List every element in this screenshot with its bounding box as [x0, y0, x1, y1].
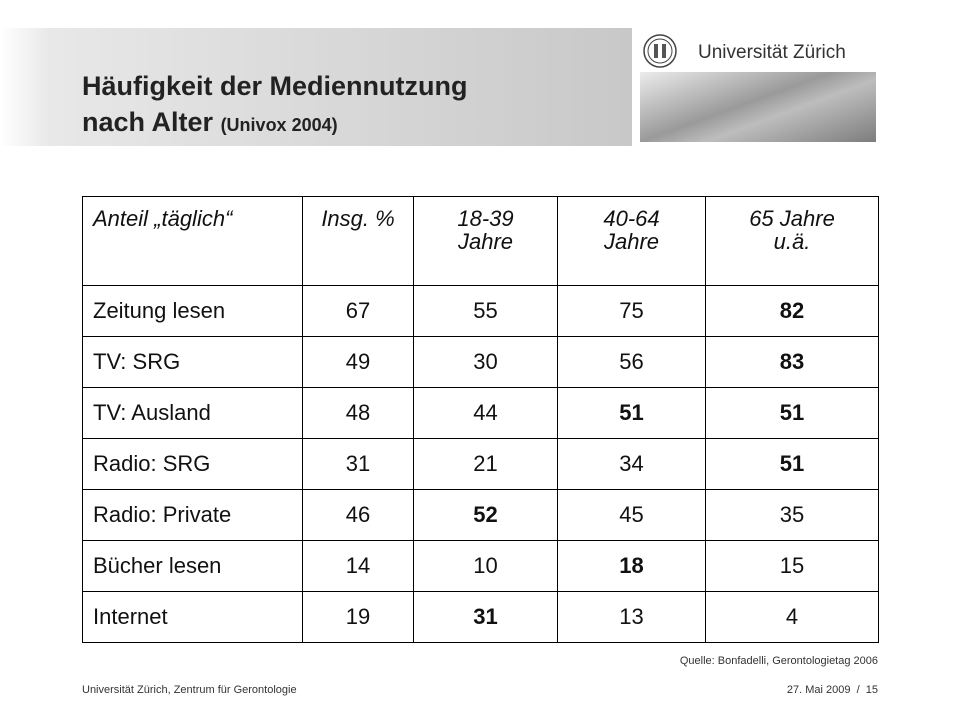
table-row: TV: SRG 49 30 56 83	[82, 336, 879, 388]
cell: 13	[557, 591, 706, 643]
cell: 49	[302, 336, 414, 388]
header-cell: Insg. %	[302, 196, 414, 286]
cell: 82	[705, 285, 879, 337]
header-line: 40-64	[603, 206, 660, 231]
cell: 35	[705, 489, 879, 541]
header-line: Anteil „täglich“	[93, 206, 233, 231]
title-text: nach Alter	[82, 107, 214, 137]
data-table: Anteil „täglich“ Insg. % 18-39 Jahre 40-64 Ja…	[82, 196, 879, 643]
cell: 19	[302, 591, 414, 643]
header-row: Anteil „täglich“ Insg. % 18-39 Jahre 40-64 Ja…	[82, 196, 879, 286]
table-row: TV: Ausland 48 44 51 51	[82, 387, 879, 439]
cell: 52	[413, 489, 558, 541]
row-label: TV: SRG	[82, 336, 303, 388]
logo-text: Universität Zürich	[698, 42, 846, 63]
cell: 21	[413, 438, 558, 490]
header-cell: 65 Jahre u.ä.	[705, 196, 879, 286]
header-line: Insg. %	[321, 206, 395, 231]
footer-left: Universität Zürich, Zentrum für Gerontol…	[82, 684, 297, 696]
cell: 75	[557, 285, 706, 337]
cell: 4	[705, 591, 879, 643]
header-line: 18-39	[457, 206, 514, 231]
source: Quelle: Bonfadelli, Gerontologietag 2006	[679, 655, 878, 667]
cell: 14	[302, 540, 414, 592]
footer-right: 27. Mai 2009 / 15	[786, 684, 878, 696]
table-row: Internet 19 31 13 4	[82, 591, 879, 643]
header-cell: 18-39 Jahre	[413, 196, 558, 286]
cell: 31	[413, 591, 558, 643]
table-row: Bücher lesen 14 10 18 15	[82, 540, 879, 592]
cell: 45	[557, 489, 706, 541]
title-line: nach Alter (Univox 2004)	[82, 104, 468, 143]
table-row: Zeitung lesen 67 55 75 82	[82, 285, 879, 337]
cell: 31	[302, 438, 414, 490]
title: Häufigkeit der Mediennutzung nach Alter …	[82, 68, 468, 143]
photo	[640, 72, 876, 142]
logo: Universität Zürich	[640, 32, 880, 70]
cell: 18	[557, 540, 706, 592]
cell: 55	[413, 285, 558, 337]
logo-seal	[643, 34, 677, 68]
cell: 83	[705, 336, 879, 388]
cell: 48	[302, 387, 414, 439]
row-label: Internet	[82, 591, 303, 643]
title-note: (Univox 2004)	[220, 115, 338, 135]
cell: 51	[557, 387, 706, 439]
row-label: TV: Ausland	[82, 387, 303, 439]
cell: 56	[557, 336, 706, 388]
header-cell: Anteil „täglich“	[82, 196, 303, 286]
row-label: Bücher lesen	[82, 540, 303, 592]
cell: 67	[302, 285, 414, 337]
cell: 44	[413, 387, 558, 439]
header-line: u.ä.	[773, 229, 811, 254]
header-line: Jahre	[457, 229, 514, 254]
cell: 51	[705, 438, 879, 490]
row-label: Zeitung lesen	[82, 285, 303, 337]
header-line: 65 Jahre	[749, 206, 835, 231]
table-body: Zeitung lesen 67 55 75 82 TV: SRG 49 30 56 83 TV: …	[82, 285, 879, 643]
cell: 30	[413, 336, 558, 388]
cell: 10	[413, 540, 558, 592]
table-row: Radio: SRG 31 21 34 51	[82, 438, 879, 490]
header-cell: 40-64 Jahre	[557, 196, 706, 286]
row-label: Radio: Private	[82, 489, 303, 541]
cell: 34	[557, 438, 706, 490]
cell: 51	[705, 387, 879, 439]
row-label: Radio: SRG	[82, 438, 303, 490]
table-row: Radio: Private 46 52 45 35	[82, 489, 879, 541]
header-band	[0, 28, 632, 146]
header-line: Jahre	[603, 229, 660, 254]
cell: 46	[302, 489, 414, 541]
title-line: Häufigkeit der Mediennutzung	[82, 71, 468, 101]
cell: 15	[705, 540, 879, 592]
